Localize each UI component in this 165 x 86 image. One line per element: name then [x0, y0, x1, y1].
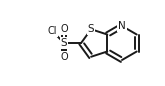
Text: S: S	[61, 38, 67, 48]
Text: Cl: Cl	[47, 26, 57, 36]
Text: O: O	[60, 52, 68, 62]
Text: O: O	[60, 24, 68, 34]
Text: S: S	[88, 24, 94, 34]
Text: N: N	[118, 21, 126, 31]
